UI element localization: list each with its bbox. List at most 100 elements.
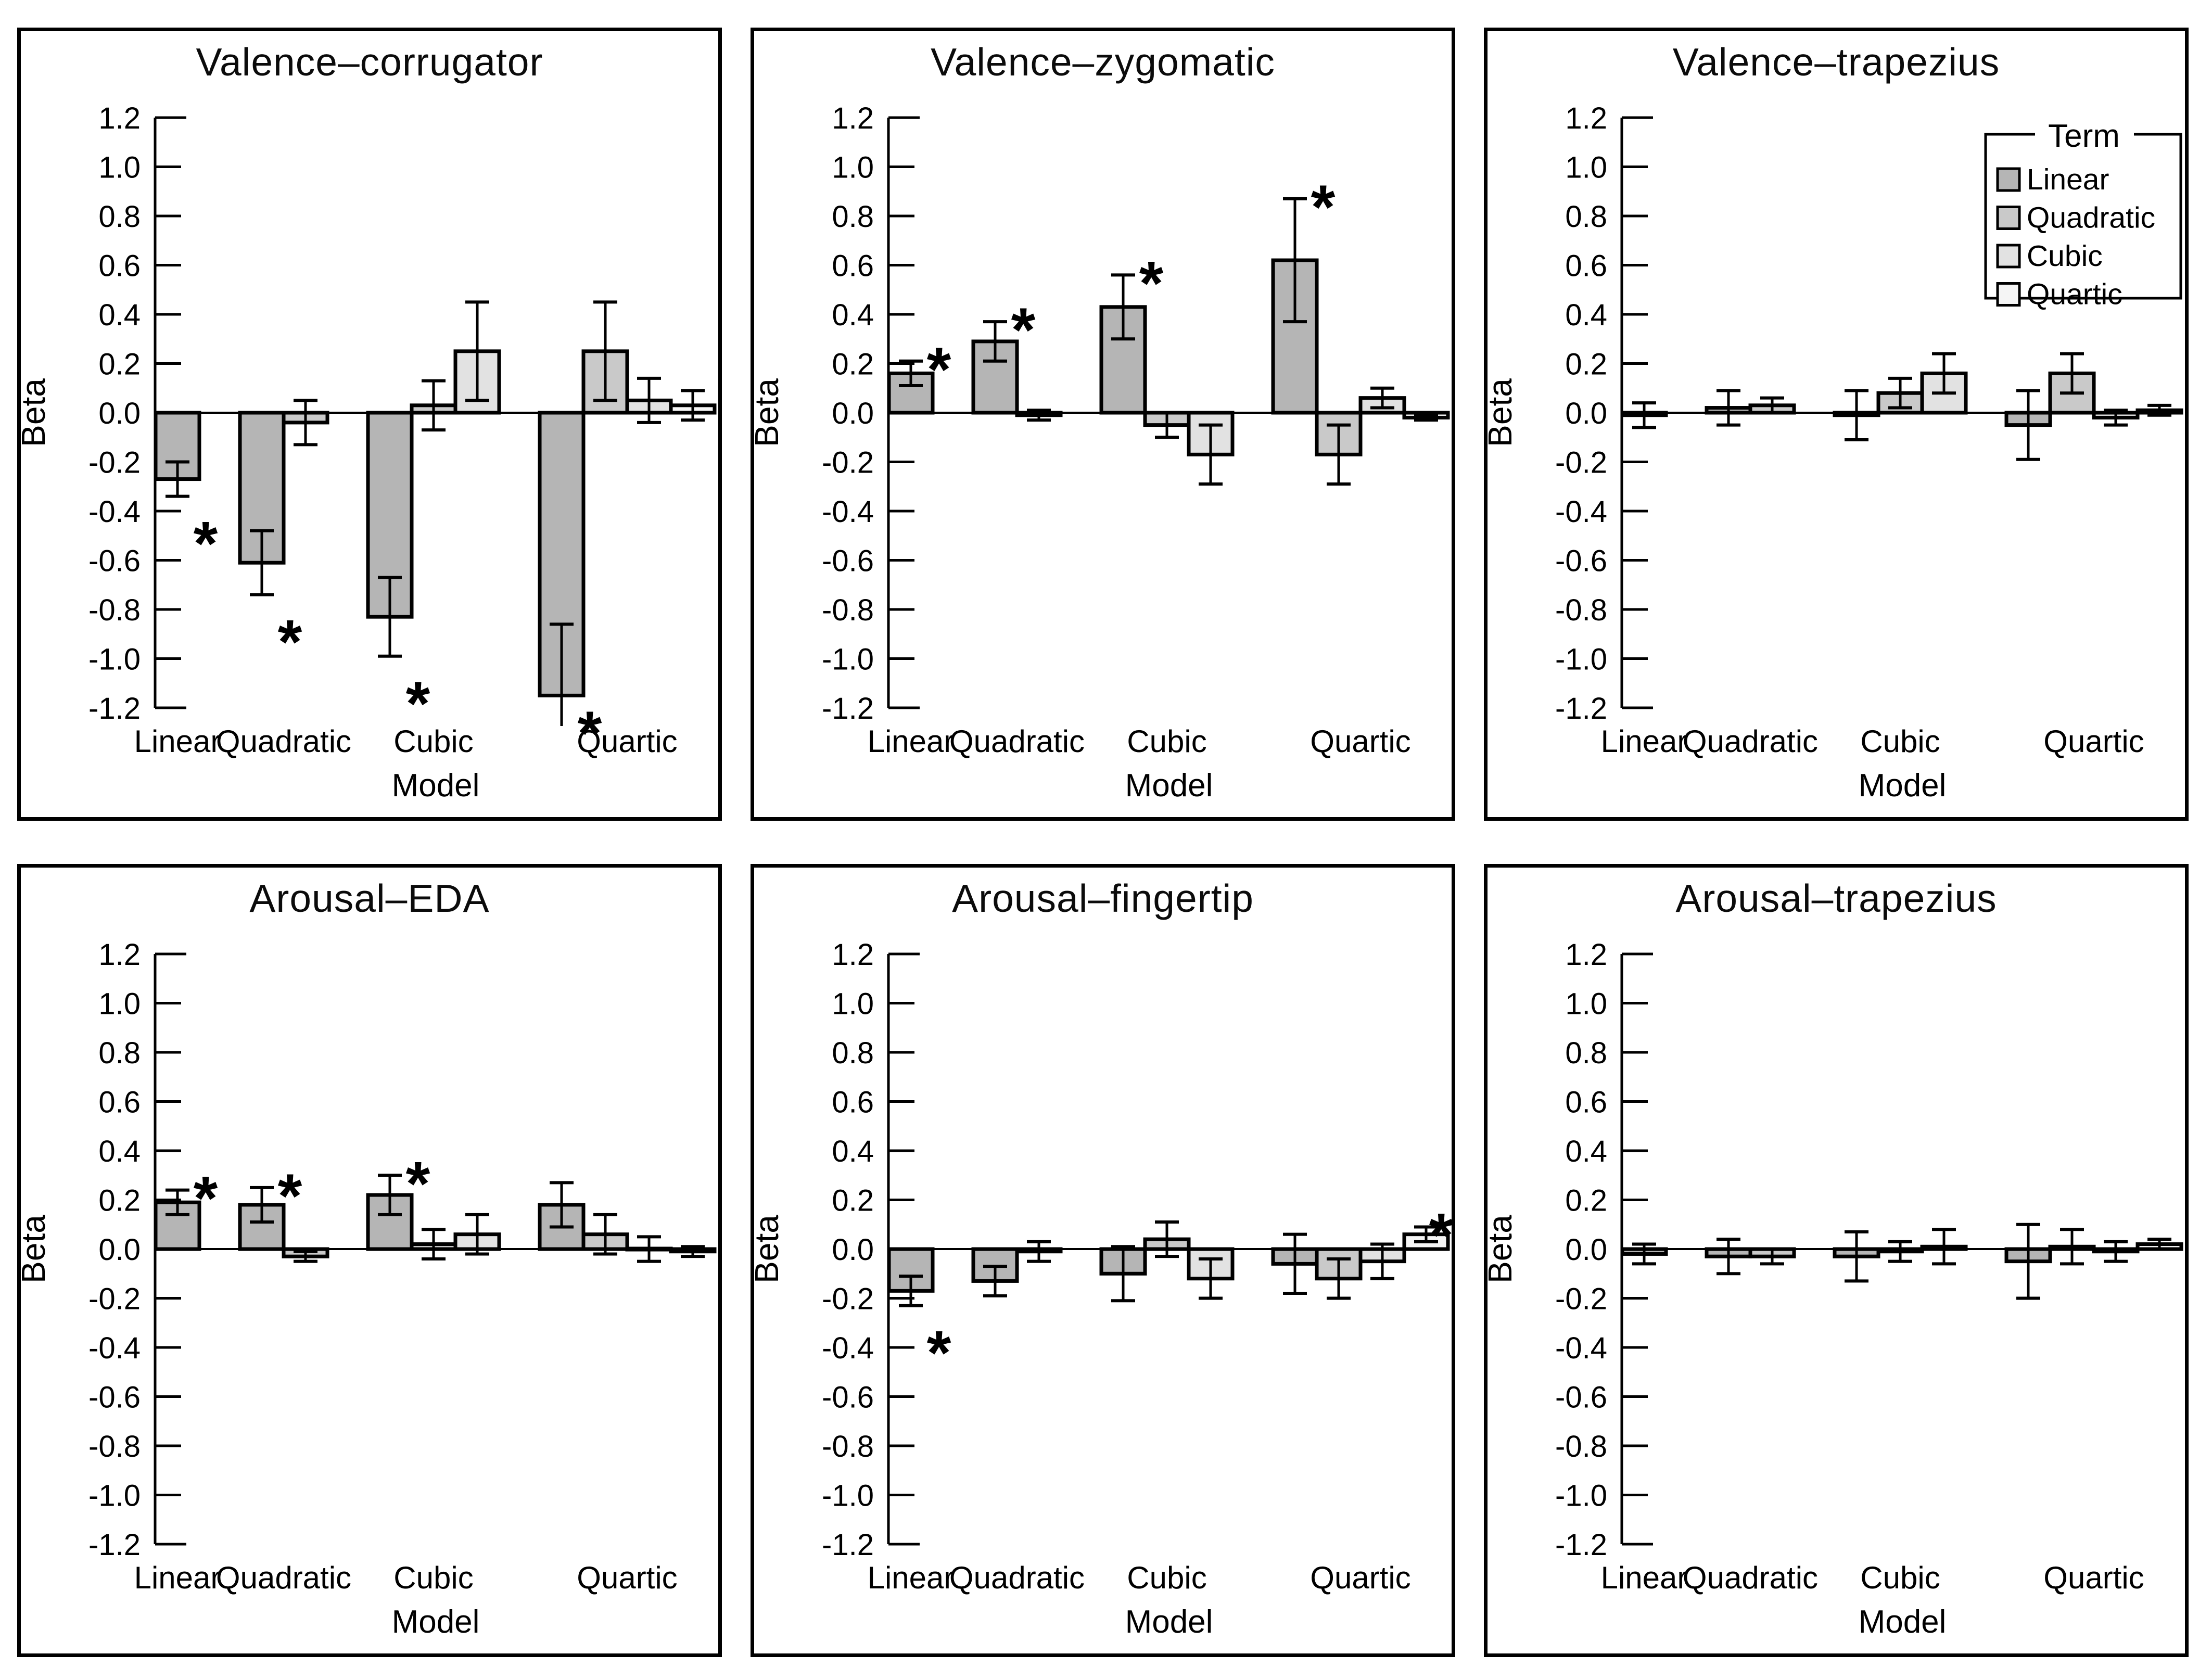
x-category-label: Cubic xyxy=(1127,724,1206,759)
y-tick-label: -0.4 xyxy=(1555,1331,1607,1365)
significance-asterisk: * xyxy=(927,335,951,404)
x-category-label: Quartic xyxy=(1310,1560,1410,1595)
y-axis-title: Beta xyxy=(1488,378,1519,447)
significance-asterisk: * xyxy=(406,669,430,739)
x-category-label: Linear xyxy=(1601,724,1688,759)
y-tick-label: -0.2 xyxy=(1555,1282,1607,1316)
x-category-label: Quadratic xyxy=(216,724,351,759)
y-tick-label: 1.2 xyxy=(832,938,874,972)
y-tick-label: 0.8 xyxy=(832,1036,874,1070)
x-axis-title: Model xyxy=(1125,768,1213,804)
y-tick-label: 0.4 xyxy=(98,298,141,332)
x-category-label: Quartic xyxy=(1310,724,1410,759)
x-category-label: Quadratic xyxy=(1683,724,1818,759)
legend-item-swatch xyxy=(1996,282,2021,307)
x-category-label: Linear xyxy=(868,724,955,759)
chart-panel-arousal-fingertip: Arousal–fingertip 1.2 1.0 0.8 0.6 0.4 0.2 0.0 -… xyxy=(751,864,1455,1657)
y-tick-label: 0.6 xyxy=(832,249,874,283)
y-tick-label: -1.0 xyxy=(1555,643,1607,677)
legend-item-swatch xyxy=(1996,244,2021,269)
y-tick-label: 0.8 xyxy=(832,200,874,234)
y-tick-label: -0.2 xyxy=(1555,446,1607,480)
x-category-label: Linear xyxy=(134,1560,221,1595)
y-tick-label: 0.2 xyxy=(832,348,874,381)
y-tick-label: 0.2 xyxy=(832,1184,874,1218)
y-tick-label: -1.0 xyxy=(822,643,874,677)
bar-chart: 1.2 1.0 0.8 0.6 0.4 0.2 0.0 -0.2 -0.4 -0.6 -0.8 -1.… xyxy=(21,938,717,1640)
y-tick-label: -1.2 xyxy=(88,692,141,726)
y-tick-label: 0.0 xyxy=(1565,1233,1607,1267)
y-tick-label: -1.2 xyxy=(1555,692,1607,726)
y-tick-label: 1.0 xyxy=(1565,151,1607,185)
significance-asterisk: * xyxy=(194,509,218,579)
x-category-label: Quadratic xyxy=(949,1560,1085,1595)
x-category-label: Quadratic xyxy=(1683,1560,1818,1595)
y-tick-label: -0.4 xyxy=(88,1331,141,1365)
y-tick-label: 0.2 xyxy=(98,348,141,381)
y-tick-label: 0.0 xyxy=(832,1233,874,1267)
y-tick-label: -0.8 xyxy=(1555,593,1607,627)
chart-title: Arousal–EDA xyxy=(249,876,490,920)
y-tick-label: 0.4 xyxy=(832,1135,874,1168)
y-tick-label: 0.4 xyxy=(1565,298,1607,332)
chart-title: Arousal–fingertip xyxy=(952,876,1254,920)
y-axis-title: Beta xyxy=(754,378,785,447)
legend-title-bg xyxy=(2035,119,2134,152)
y-tick-label: 0.6 xyxy=(1565,249,1607,283)
y-tick-label: 1.2 xyxy=(832,101,874,135)
chart-title: Valence–corrugator xyxy=(196,40,543,84)
x-category-label: Cubic xyxy=(393,1560,473,1595)
y-tick-label: 1.2 xyxy=(98,101,141,135)
legend-item-label: Linear xyxy=(2027,163,2109,196)
x-axis-title: Model xyxy=(1859,1604,1947,1640)
y-axis-title: Beta xyxy=(754,1215,785,1283)
significance-asterisk: * xyxy=(1139,248,1164,318)
y-tick-label: -0.6 xyxy=(822,544,874,578)
y-tick-label: -0.4 xyxy=(1555,495,1607,529)
y-tick-label: -1.2 xyxy=(822,692,874,726)
y-axis-title: Beta xyxy=(21,378,52,447)
y-tick-label: -0.8 xyxy=(88,593,141,627)
y-tick-label: -0.2 xyxy=(822,1282,874,1316)
significance-asterisk: * xyxy=(1311,172,1336,242)
y-tick-label: 1.2 xyxy=(1565,938,1607,972)
x-category-label: Quartic xyxy=(2043,1560,2144,1595)
y-tick-label: 0.8 xyxy=(98,1036,141,1070)
chart-panel-arousal-eda: Arousal–EDA 1.2 1.0 0.8 0.6 0.4 0.2 0.0 -0.2 -0.… xyxy=(17,864,722,1657)
y-tick-label: 1.0 xyxy=(98,151,141,185)
x-category-label: Quadratic xyxy=(216,1560,351,1595)
y-tick-label: -1.2 xyxy=(88,1528,141,1562)
bar-chart: 1.2 1.0 0.8 0.6 0.4 0.2 0.0 -0.2 -0.4 -0.6 -0.8 -1.… xyxy=(1488,101,2183,804)
significance-asterisk: * xyxy=(406,1149,430,1218)
significance-asterisk: * xyxy=(927,1318,951,1388)
x-category-label: Cubic xyxy=(1860,1560,1940,1595)
y-tick-label: -0.2 xyxy=(822,446,874,480)
x-category-label: Cubic xyxy=(393,724,473,759)
legend-item-swatch xyxy=(1996,206,2021,230)
y-axis-title: Beta xyxy=(21,1215,52,1283)
y-tick-label: 0.4 xyxy=(98,1135,141,1168)
chart-panel-valence-zygomatic: Valence–zygomatic 1.2 1.0 0.8 0.6 0.4 0.2 0.0 -… xyxy=(751,28,1455,821)
y-tick-label: -1.2 xyxy=(822,1528,874,1562)
x-axis-title: Model xyxy=(1859,768,1947,804)
y-tick-label: 0.0 xyxy=(98,397,141,430)
y-tick-label: 0.6 xyxy=(1565,1086,1607,1119)
chart-title: Valence–zygomatic xyxy=(931,40,1275,84)
chart-title: Valence–trapezius xyxy=(1672,40,2000,84)
x-category-label: Quartic xyxy=(577,1560,677,1595)
y-tick-label: -0.8 xyxy=(1555,1430,1607,1463)
x-category-label: Quartic xyxy=(577,724,677,759)
y-tick-label: -1.0 xyxy=(822,1479,874,1513)
y-tick-label: -1.0 xyxy=(88,643,141,677)
significance-asterisk: * xyxy=(1011,295,1036,365)
significance-asterisk: * xyxy=(278,607,302,677)
y-tick-label: 1.0 xyxy=(1565,987,1607,1021)
legend-title: Term xyxy=(2048,118,2120,154)
bar-chart: 1.2 1.0 0.8 0.6 0.4 0.2 0.0 -0.2 -0.4 -0.6 -0.8 -1.… xyxy=(754,938,1452,1640)
legend-item-label: Quadratic xyxy=(2027,201,2155,235)
bar-chart: 1.2 1.0 0.8 0.6 0.4 0.2 0.0 -0.2 -0.4 -0.6 -0.8 -1.… xyxy=(21,101,717,804)
y-tick-label: -0.4 xyxy=(822,1331,874,1365)
x-category-label: Linear xyxy=(1601,1560,1688,1595)
y-axis-title: Beta xyxy=(1488,1215,1519,1283)
y-tick-label: 1.2 xyxy=(1565,101,1607,135)
